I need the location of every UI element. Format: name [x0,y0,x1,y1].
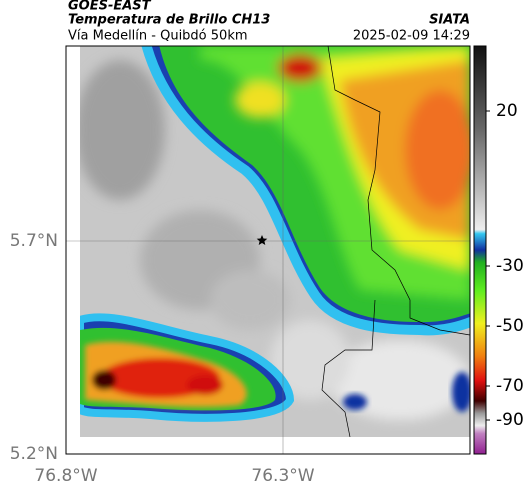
region: Vía Medellín - Quibdó 50km [68,29,248,44]
satellite-image [80,46,470,437]
location-marker [256,235,268,245]
map-frame [65,45,471,455]
colorbar-tick-label: -90 [496,410,524,430]
colorbar-tick-label: 20 [496,101,518,121]
colorbar-tick-label: -70 [496,376,524,396]
lon-label: 76.3°W [251,466,314,486]
colorbar-tick-label: -30 [496,256,524,276]
org: SIATA [429,13,470,28]
lat-label: 5.2°N [10,444,58,464]
lon-label: 76.8°W [34,466,97,486]
colorbar [473,45,487,455]
source: GOES-EAST [68,0,152,14]
product: Temperatura de Brillo CH13 [68,13,270,28]
colorbar-ticks [486,110,490,421]
lat-label: 5.7°N [10,231,58,251]
colorbar-tick-label: -50 [496,316,524,336]
timestamp: 2025-02-09 14:29 [353,29,470,44]
